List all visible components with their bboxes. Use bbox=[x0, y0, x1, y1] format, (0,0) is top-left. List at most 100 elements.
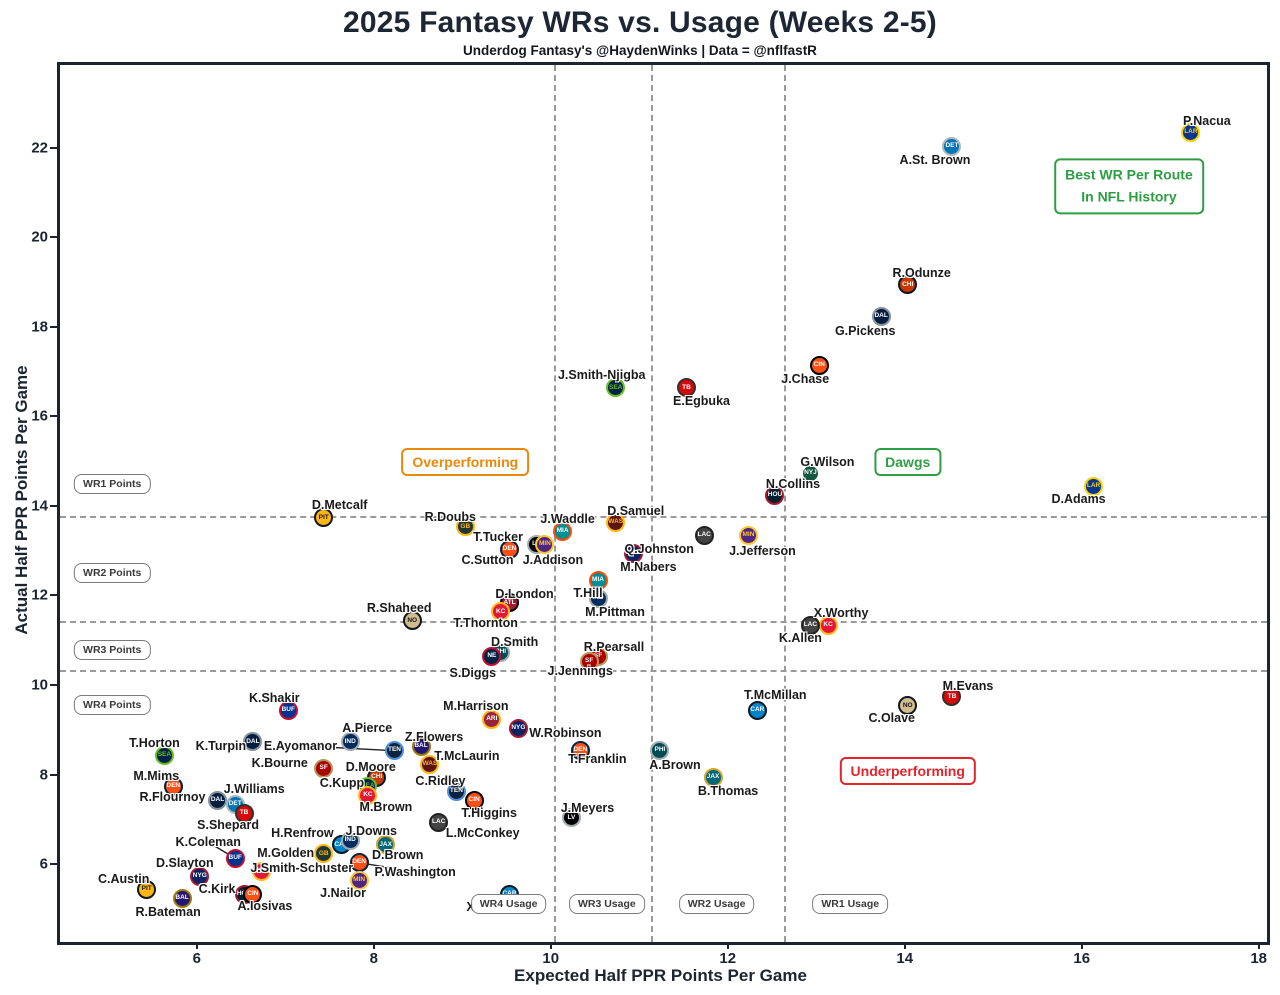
player-label: K.Allen bbox=[778, 631, 822, 646]
x-tick-label: 18 bbox=[1250, 950, 1268, 967]
team-logo-dot: BUF bbox=[225, 848, 245, 868]
team-logo-dot: SF bbox=[579, 651, 599, 671]
player-label: S.Shepard bbox=[197, 818, 259, 833]
player-label: J.Meyers bbox=[560, 800, 615, 815]
team-logo-dot: IND bbox=[340, 830, 360, 850]
y-tick-label: 16 bbox=[31, 407, 48, 425]
points-tier-line bbox=[60, 620, 1267, 623]
team-logo-dot: NYG bbox=[623, 544, 643, 564]
team-logo-dot: KC bbox=[252, 862, 272, 882]
player-label: D.Smith bbox=[491, 635, 539, 650]
player-label: R.Flournoy bbox=[139, 790, 206, 804]
player-label: C.Sutton bbox=[461, 553, 514, 568]
team-logo-dot: MIN bbox=[738, 526, 758, 546]
annotation-box: WR4 Usage bbox=[470, 894, 547, 915]
player-label: R.Pearsall bbox=[583, 639, 645, 654]
team-logo-dot: MIA bbox=[588, 571, 608, 591]
team-logo-dot: DEN bbox=[570, 741, 590, 761]
x-tick-label: 14 bbox=[896, 950, 914, 967]
x-tick-label: 8 bbox=[369, 950, 378, 967]
team-logo-dot: CIN bbox=[243, 884, 263, 904]
x-tick-mark bbox=[195, 942, 198, 949]
player-label: D.Adams bbox=[1051, 492, 1106, 507]
player-label: T.Higgins bbox=[461, 806, 517, 820]
player-label: X.Worthy bbox=[813, 606, 869, 621]
y-tick-mark bbox=[50, 684, 57, 687]
player-label: C.Ridley bbox=[415, 774, 466, 789]
team-logo-dot: LV bbox=[561, 808, 581, 828]
team-logo-dot: WAS bbox=[606, 512, 626, 532]
team-logo-dot: TB bbox=[234, 803, 254, 823]
player-label: M.Mims bbox=[133, 768, 180, 783]
player-label: T.McMillan bbox=[744, 688, 807, 703]
player-label: A.St. Brown bbox=[899, 153, 971, 168]
x-tick-mark bbox=[549, 942, 552, 949]
y-tick-mark bbox=[50, 863, 57, 866]
usage-tier-line bbox=[783, 65, 786, 942]
chart-subtitle: Underdog Fantasy's @HaydenWinks | Data =… bbox=[463, 43, 817, 58]
team-logo-dot: NO bbox=[898, 696, 918, 716]
player-label: B.Thomas bbox=[697, 783, 759, 798]
points-tier-line bbox=[60, 670, 1267, 673]
x-tick-label: 12 bbox=[719, 950, 737, 967]
player-label: A.Pierce bbox=[342, 720, 393, 735]
team-logo-dot: NE bbox=[482, 647, 502, 667]
x-tick-mark bbox=[1257, 942, 1260, 949]
team-logo-dot: BAL bbox=[172, 889, 192, 909]
player-label: D.Samuel bbox=[607, 504, 665, 519]
player-label: R.Doubs bbox=[424, 509, 476, 524]
y-tick-label: 14 bbox=[31, 497, 48, 515]
annotation-box: WR1 Usage bbox=[812, 894, 889, 915]
player-label: D.Slayton bbox=[155, 856, 214, 871]
x-tick-label: 6 bbox=[192, 950, 201, 967]
player-label: D.London bbox=[495, 586, 554, 601]
team-logo-dot: HOU bbox=[765, 485, 785, 505]
player-label: K.Coleman bbox=[175, 835, 241, 850]
player-label: T.Horton bbox=[129, 736, 180, 751]
player-label: D.Brown bbox=[371, 847, 424, 862]
x-tick-mark bbox=[1080, 942, 1083, 949]
usage-tier-line bbox=[553, 65, 556, 942]
player-label: M.Brown bbox=[359, 799, 413, 814]
player-label: T.Thornton bbox=[453, 615, 518, 630]
team-logo-dot: SF bbox=[314, 759, 334, 779]
player-label: J.Jennings bbox=[547, 664, 613, 679]
player-label: J.Addison bbox=[522, 552, 584, 567]
team-logo-dot: KC bbox=[358, 786, 378, 806]
player-label: M.Evans bbox=[942, 678, 994, 693]
x-tick-mark bbox=[903, 942, 906, 949]
player-label: E.Egbuka bbox=[673, 393, 730, 408]
team-logo-dot: PIT bbox=[137, 880, 157, 900]
player-label: M.Pittman bbox=[585, 605, 645, 620]
team-logo-dot: IND bbox=[340, 732, 360, 752]
player-label: H.Renfrow bbox=[271, 825, 334, 840]
team-logo-dot: MIA bbox=[553, 521, 573, 541]
team-logo-dot: LAR bbox=[1181, 123, 1201, 143]
player-label: W.Robinson bbox=[529, 726, 602, 741]
team-logo-dot: GB bbox=[455, 517, 475, 537]
annotation-box: WR3 Usage bbox=[568, 894, 645, 915]
player-label: D.Metcalf bbox=[311, 497, 368, 512]
player-label: R.Bateman bbox=[135, 904, 201, 919]
usage-tier-line bbox=[651, 65, 654, 942]
y-tick-mark bbox=[50, 146, 57, 149]
player-label: T.Franklin bbox=[568, 751, 627, 766]
y-tick-mark bbox=[50, 236, 57, 239]
team-logo-dot: DEN bbox=[500, 539, 520, 559]
team-logo-dot: LAR bbox=[1084, 476, 1104, 496]
plot-area: LAR P.Nacua DET A.St. Brown CHI R.Odunze DAL G.… bbox=[57, 62, 1270, 945]
player-label: L.McConkey bbox=[445, 826, 520, 841]
player-label: Z.Flowers bbox=[404, 730, 464, 745]
team-logo-dot: SEA bbox=[606, 378, 626, 398]
team-logo-dot: CIN bbox=[464, 790, 484, 810]
player-label: G.Pickens bbox=[834, 324, 896, 339]
player-label: J.Waddle bbox=[540, 512, 595, 527]
y-tick-label: 18 bbox=[31, 318, 48, 336]
team-logo-dot: TB bbox=[942, 687, 962, 707]
player-label: K.Shakir bbox=[248, 691, 300, 706]
team-logo-dot: TB bbox=[677, 378, 696, 398]
team-logo-dot: PIT bbox=[314, 508, 334, 528]
team-logo-dot: NO bbox=[402, 611, 422, 631]
team-logo-dot: LAC bbox=[429, 812, 449, 832]
x-tick-mark bbox=[726, 942, 729, 949]
